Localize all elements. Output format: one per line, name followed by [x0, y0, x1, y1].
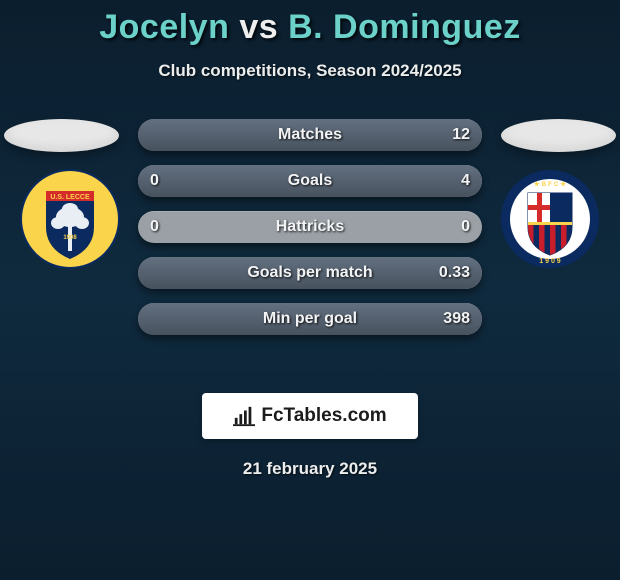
vs-separator: vs — [239, 8, 278, 46]
fctables-logo[interactable]: FcTables.com — [202, 393, 418, 439]
stat-value-right: 0 — [461, 211, 470, 243]
svg-text:★ B F C ★: ★ B F C ★ — [534, 180, 567, 188]
comparison-title: Jocelyn vs B. Dominguez — [0, 0, 620, 47]
lecce-crest-icon: U.S. LECCE 1908 — [20, 169, 120, 269]
stat-row: 0Hattricks0 — [138, 211, 482, 243]
date-label: 21 february 2025 — [0, 459, 620, 479]
stat-label: Hattricks — [138, 211, 482, 243]
stat-label: Goals per match — [138, 257, 482, 289]
player1-ellipse — [4, 119, 119, 152]
player2-ellipse — [501, 119, 616, 152]
svg-text:1 9 0 9: 1 9 0 9 — [539, 258, 561, 265]
svg-text:1908: 1908 — [63, 235, 77, 241]
stat-label: Min per goal — [138, 303, 482, 335]
player2-club-crest: ★ B F C ★ 1 9 0 9 — [500, 169, 600, 269]
stat-label: Goals — [138, 165, 482, 197]
stat-row: 0Goals4 — [138, 165, 482, 197]
subtitle: Club competitions, Season 2024/2025 — [0, 61, 620, 81]
player2-name: B. Dominguez — [288, 8, 521, 46]
stat-row: Matches12 — [138, 119, 482, 151]
stat-value-right: 12 — [452, 119, 470, 151]
bar-chart-icon — [233, 405, 255, 427]
stat-row: Min per goal398 — [138, 303, 482, 335]
svg-text:U.S. LECCE: U.S. LECCE — [50, 194, 90, 201]
logo-text: FcTables.com — [261, 405, 386, 427]
stat-value-right: 4 — [461, 165, 470, 197]
comparison-stage: U.S. LECCE 1908 ★ B F C ★ 1 9 0 9 — [0, 109, 620, 369]
stat-row: Goals per match0.33 — [138, 257, 482, 289]
stat-rows: Matches120Goals40Hattricks0Goals per mat… — [138, 119, 482, 335]
player1-name: Jocelyn — [99, 8, 229, 46]
stat-value-right: 0.33 — [439, 257, 470, 289]
player1-club-crest: U.S. LECCE 1908 — [20, 169, 120, 269]
stat-value-right: 398 — [443, 303, 470, 335]
stat-label: Matches — [138, 119, 482, 151]
bologna-crest-icon: ★ B F C ★ 1 9 0 9 — [500, 169, 600, 269]
